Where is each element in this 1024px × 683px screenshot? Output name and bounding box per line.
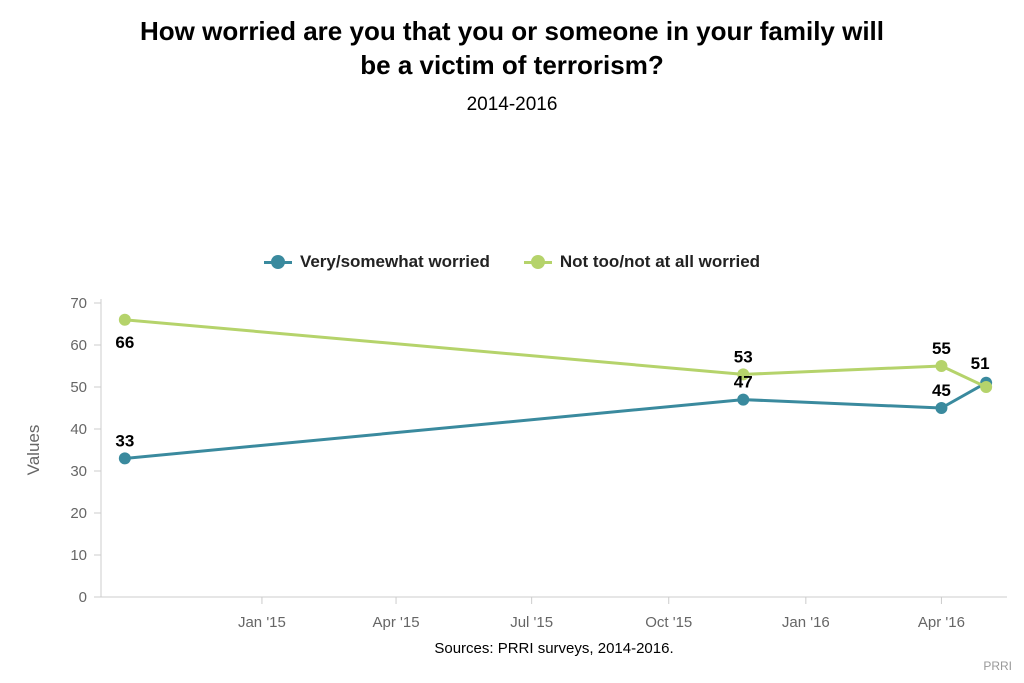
x-tick-label: Oct '15 — [645, 614, 692, 631]
y-tick-label: 20 — [70, 505, 87, 522]
y-tick-label: 50 — [70, 379, 87, 396]
data-label: 55 — [932, 339, 951, 358]
chart-title-line-2: be a victim of terrorism? — [360, 50, 664, 80]
y-tick-label: 40 — [70, 421, 87, 438]
data-point — [980, 381, 993, 393]
data-label: 66 — [115, 333, 134, 352]
legend-item-very-somewhat-worried[interactable]: Very/somewhat worried — [263, 252, 490, 272]
source-note: Sources: PRRI surveys, 2014-2016. — [434, 640, 674, 657]
data-label: 51 — [971, 354, 990, 373]
legend-marker-very-somewhat-worried — [263, 255, 292, 269]
chart-title: How worried are you that you or someone … — [0, 14, 1024, 82]
data-point — [118, 452, 131, 465]
y-tick-label: 70 — [70, 295, 87, 312]
legend-marker-not-too-worried — [523, 255, 552, 269]
y-tick-label: 30 — [70, 463, 87, 480]
y-axis-title: Values — [24, 425, 43, 476]
x-tick-label: Jul '15 — [510, 614, 553, 631]
y-tick-label: 60 — [70, 337, 87, 354]
chart-title-line-1: How worried are you that you or someone … — [139, 16, 885, 46]
series-line-0 — [124, 381, 987, 460]
legend-item-not-too-not-at-all-worried[interactable]: Not too/not at all worried — [523, 252, 761, 272]
chart-legend: Very/somewhat worried Not too/not at all… — [0, 252, 1024, 272]
x-tick-label: Jan '15 — [238, 614, 286, 631]
data-label: 33 — [115, 431, 134, 450]
data-point — [737, 393, 750, 406]
y-tick-label: 0 — [79, 589, 87, 606]
x-tick-label: Apr '16 — [918, 614, 965, 631]
data-point — [935, 402, 948, 414]
data-label: 53 — [734, 347, 753, 366]
data-point — [118, 313, 131, 326]
data-point — [935, 360, 948, 372]
data-label: 45 — [932, 381, 951, 400]
series-line-1 — [124, 318, 987, 389]
y-tick-label: 10 — [70, 547, 87, 564]
credit-text: PRRI — [983, 659, 1012, 673]
legend-label-not-too-not-at-all-worried: Not too/not at all worried — [559, 252, 761, 271]
chart-subtitle: 2014-2016 — [466, 94, 558, 115]
legend-label-very-somewhat-worried: Very/somewhat worried — [299, 252, 490, 271]
x-tick-label: Apr '15 — [373, 614, 420, 631]
data-label: 47 — [734, 373, 753, 392]
data-point — [737, 368, 750, 381]
x-tick-label: Jan '16 — [782, 614, 830, 631]
